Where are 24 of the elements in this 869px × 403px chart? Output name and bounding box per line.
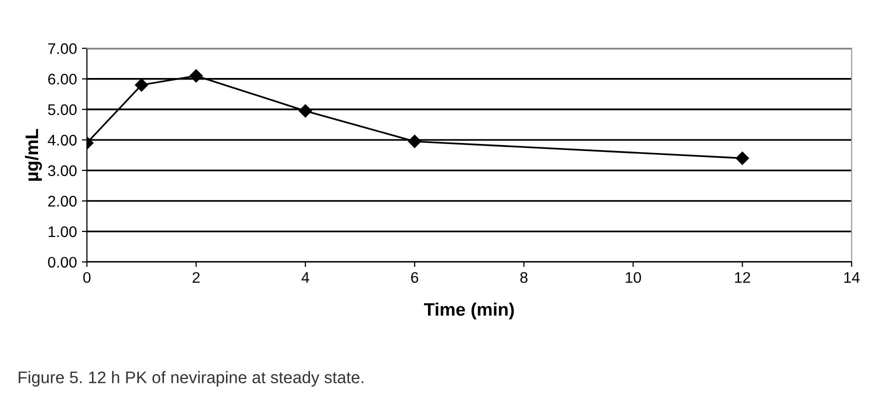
y-axis-title: µg/mL — [24, 128, 42, 181]
x-tick-label: 12 — [735, 272, 750, 283]
x-tick-label: 2 — [192, 272, 200, 283]
point — [134, 78, 148, 92]
y-tick-label: 6.00 — [48, 74, 77, 85]
x-axis-title: Time (min) — [424, 302, 514, 320]
x-tick-label: 8 — [520, 272, 528, 283]
caption: Figure 5. 12 h PK of nevirapine at steady state. — [18, 371, 364, 387]
point — [190, 69, 203, 82]
y-tick-label: 2.00 — [48, 196, 77, 207]
x-tick-label: 6 — [411, 272, 418, 283]
y-tick-label: 4.00 — [48, 134, 77, 146]
point — [408, 134, 422, 148]
x-tick-label: 14 — [844, 272, 860, 283]
y-tick-label: 7.00 — [48, 43, 77, 54]
y-tick-label: 5.00 — [48, 104, 77, 116]
point — [736, 152, 749, 165]
x-tick-label: 0 — [83, 272, 91, 283]
y-tick-label: 1.00 — [48, 226, 77, 238]
x-tick-label: 4 — [301, 272, 310, 283]
x-tick-label: 10 — [626, 272, 642, 283]
y-tick-label: 3.00 — [48, 165, 77, 176]
point — [298, 104, 312, 118]
y-tick-label: 0.00 — [48, 256, 77, 268]
